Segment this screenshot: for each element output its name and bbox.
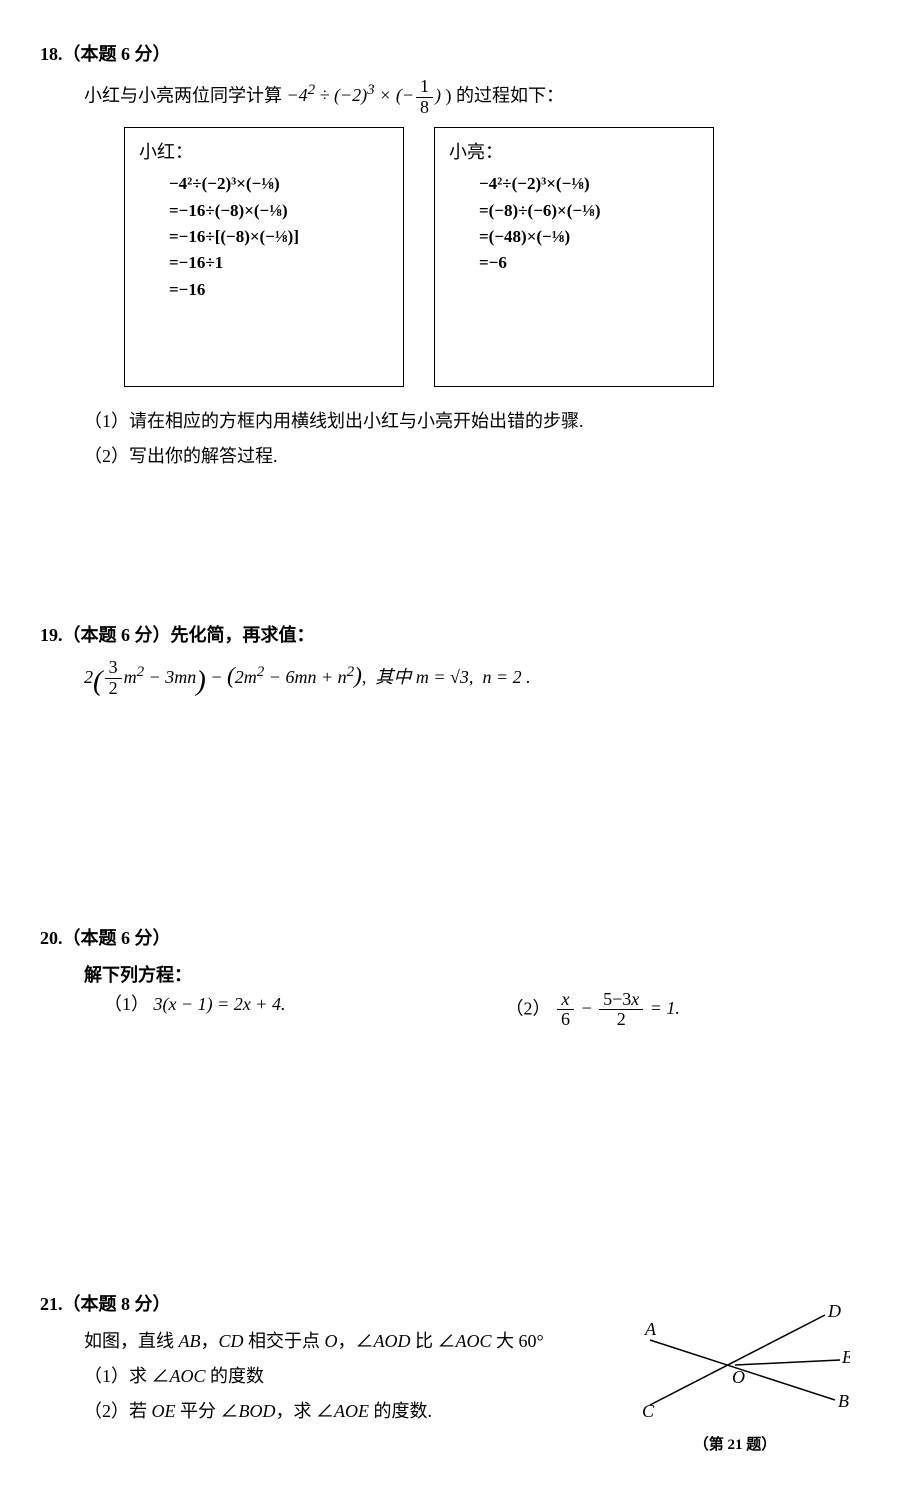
handwriting-xiaohong: −4²÷(−2)³×(−⅛) =−16÷(−8)×(−⅛) =−16÷[(−8)… xyxy=(169,171,389,303)
eq1-text: 3(x − 1) = 2x + 4. xyxy=(154,994,286,1014)
hw-line: =(−8)÷(−6)×(−⅛) xyxy=(479,198,699,224)
intro-suffix: ) 的过程如下： xyxy=(445,85,564,105)
p21-sub2: （2）若 OE 平分 ∠BOD，求 ∠AOE 的度数. xyxy=(84,1397,644,1426)
handwriting-xiaoliang: −4²÷(−2)³×(−⅛) =(−8)÷(−6)×(−⅛) =(−48)×(−… xyxy=(479,171,699,276)
p21-sub1: （1）求 ∠AOC 的度数 xyxy=(84,1362,644,1391)
hw-line: =−16÷1 xyxy=(169,250,389,276)
p20-eq1: （1） 3(x − 1) = 2x + 4. xyxy=(104,990,285,1031)
problem-20-header: 20.（本题 6 分） xyxy=(40,924,880,953)
work-boxes: 小红： −4²÷(−2)³×(−⅛) =−16÷(−8)×(−⅛) =−16÷[… xyxy=(124,127,880,387)
problem-21-body: 如图，直线 AB，CD 相交于点 O，∠AOD 比 ∠AOC 大 60° （1）… xyxy=(84,1327,644,1425)
label-D: D xyxy=(827,1305,841,1321)
p18-sub2: （2）写出你的解答过程. xyxy=(84,442,880,471)
p20-equations: （1） 3(x − 1) = 2x + 4. （2） x6 − 5−3x2 = … xyxy=(104,990,880,1031)
problem-18-body: 小红与小亮两位同学计算 −42 ÷ (−2)3 × (−18) ) 的过程如下：… xyxy=(84,77,880,471)
label-O: O xyxy=(732,1367,745,1387)
problem-19: 19.（本题 6 分）先化简，再求值： 2(32m2 − 3mn) − (2m2… xyxy=(40,621,880,704)
p20-eq2: （2） x6 − 5−3x2 = 1. xyxy=(505,990,679,1031)
hw-line: =−16 xyxy=(169,277,389,303)
work-box-xiaoliang: 小亮： −4²÷(−2)³×(−⅛) =(−8)÷(−6)×(−⅛) =(−48… xyxy=(434,127,714,387)
problem-18-intro: 小红与小亮两位同学计算 −42 ÷ (−2)3 × (−18) ) 的过程如下： xyxy=(84,77,880,118)
figure-21: A B C D E O （第 21 题） xyxy=(620,1305,850,1445)
eq2-text: x6 − 5−3x2 = 1. xyxy=(555,998,680,1018)
label-E: E xyxy=(841,1347,850,1367)
problem-20-body: 解下列方程： （1） 3(x − 1) = 2x + 4. （2） x6 − 5… xyxy=(84,961,880,1030)
p19-expr: 2(32m2 − 3mn) − (2m2 − 6mn + n2), 其中 m =… xyxy=(84,667,531,687)
eq2-label: （2） xyxy=(505,998,550,1018)
intro-prefix: 小红与小亮两位同学计算 xyxy=(84,85,282,105)
problem-18-header: 18.（本题 6 分） xyxy=(40,40,880,69)
problem-19-body: 2(32m2 − 3mn) − (2m2 − 6mn + n2), 其中 m =… xyxy=(84,658,880,704)
label-B: B xyxy=(838,1391,849,1411)
label-A: A xyxy=(644,1319,657,1339)
problem-21: 21.（本题 8 分） 如图，直线 AB，CD 相交于点 O，∠AOD 比 ∠A… xyxy=(40,1290,880,1425)
p21-line1: 如图，直线 AB，CD 相交于点 O，∠AOD 比 ∠AOC 大 60° xyxy=(84,1327,644,1356)
hw-line: =−6 xyxy=(479,250,699,276)
hw-line: −4²÷(−2)³×(−⅛) xyxy=(169,171,389,197)
work-box-xiaohong: 小红： −4²÷(−2)³×(−⅛) =−16÷(−8)×(−⅛) =−16÷[… xyxy=(124,127,404,387)
p20-title: 解下列方程： xyxy=(84,961,880,990)
hw-line: =−16÷[(−8)×(−⅛)] xyxy=(169,224,389,250)
problem-20: 20.（本题 6 分） 解下列方程： （1） 3(x − 1) = 2x + 4… xyxy=(40,924,880,1030)
hw-line: =(−48)×(−⅛) xyxy=(479,224,699,250)
owner-xiaoliang: 小亮： xyxy=(449,138,699,167)
hw-line: −4²÷(−2)³×(−⅛) xyxy=(479,171,699,197)
eq1-label: （1） xyxy=(104,994,149,1014)
problem-18: 18.（本题 6 分） 小红与小亮两位同学计算 −42 ÷ (−2)3 × (−… xyxy=(40,40,880,471)
owner-xiaohong: 小红： xyxy=(139,138,389,167)
p18-sub1: （1）请在相应的方框内用横线划出小红与小亮开始出错的步骤. xyxy=(84,407,880,436)
hw-line: =−16÷(−8)×(−⅛) xyxy=(169,198,389,224)
figure-21-caption: （第 21 题） xyxy=(620,1433,850,1457)
label-C: C xyxy=(642,1401,655,1420)
intro-expr: −42 ÷ (−2)3 × (−18) xyxy=(287,85,441,105)
problem-19-header: 19.（本题 6 分）先化简，再求值： xyxy=(40,621,880,650)
